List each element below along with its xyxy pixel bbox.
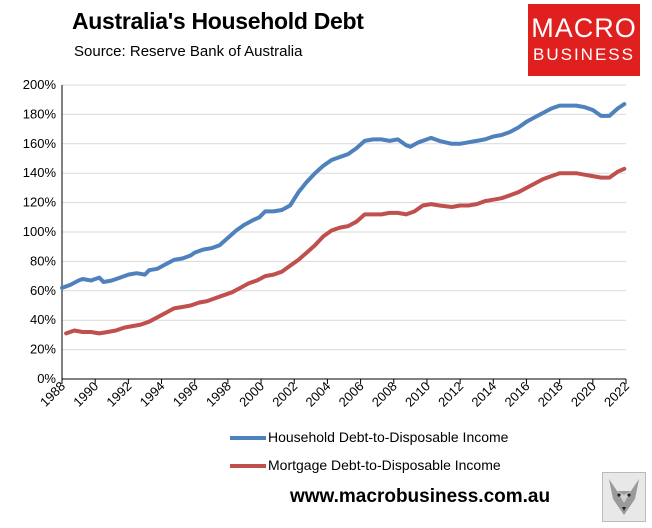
logo-line-2: BUSINESS bbox=[533, 45, 635, 64]
y-tick-label: 200% bbox=[23, 77, 57, 92]
logo-line-1: MACRO bbox=[531, 13, 637, 43]
x-tick-label: 2008 bbox=[369, 379, 400, 410]
x-tick-label: 1990 bbox=[70, 379, 101, 410]
x-tick-label: 2022 bbox=[601, 379, 632, 410]
y-tick-label: 160% bbox=[23, 136, 57, 151]
y-tick-label: 120% bbox=[23, 195, 57, 210]
axes bbox=[61, 85, 627, 384]
y-tick-label: 20% bbox=[30, 342, 56, 357]
fox-mascot-icon bbox=[602, 472, 646, 522]
footer-url: www.macrobusiness.com.au bbox=[290, 486, 551, 507]
y-tick-label: 80% bbox=[30, 253, 56, 268]
x-tick-label: 2014 bbox=[468, 379, 499, 410]
y-tick-label: 100% bbox=[23, 224, 57, 239]
y-tick-label: 40% bbox=[30, 312, 56, 327]
chart-source: Source: Reserve Bank of Australia bbox=[74, 43, 303, 60]
series-line-mortgage bbox=[64, 166, 627, 336]
x-tick-label: 1996 bbox=[170, 379, 201, 410]
legend-swatch-household bbox=[230, 436, 266, 440]
gridlines bbox=[62, 84, 626, 351]
y-tick-label: 0% bbox=[37, 371, 56, 386]
x-tick-label: 1992 bbox=[103, 379, 134, 410]
y-tick-label: 140% bbox=[23, 165, 57, 180]
legend-swatch-mortgage bbox=[230, 464, 266, 468]
series-lines bbox=[60, 102, 627, 336]
legend-label-household: Household Debt-to-Disposable Income bbox=[268, 429, 509, 445]
x-tick-label: 2016 bbox=[502, 379, 533, 410]
y-tick-label: 180% bbox=[23, 106, 57, 121]
x-tick-label: 1994 bbox=[137, 379, 168, 410]
y-axis-tick-labels: 0% 20% 40% 60% 80% 100% 120% 140% 160% 180% 200% bbox=[23, 77, 57, 386]
x-tick-label: 2010 bbox=[402, 379, 433, 410]
x-tick-label: 1998 bbox=[203, 379, 234, 410]
x-tick-label: 2006 bbox=[336, 379, 367, 410]
y-tick-label: 60% bbox=[30, 283, 56, 298]
x-tick-label: 2002 bbox=[269, 379, 300, 410]
x-tick-label: 2012 bbox=[435, 379, 466, 410]
x-tick-label: 2018 bbox=[535, 379, 566, 410]
x-tick-label: 2000 bbox=[236, 379, 267, 410]
x-tick-label: 2020 bbox=[568, 379, 599, 410]
legend-label-mortgage: Mortgage Debt-to-Disposable Income bbox=[268, 457, 501, 473]
x-tick-label: 2004 bbox=[302, 379, 333, 410]
series-line-household bbox=[60, 102, 627, 290]
x-axis-tick-labels: 1988 1990 1992 1994 1996 1998 2000 2002 2004 2006… bbox=[37, 379, 632, 410]
macrobusiness-logo: MACRO BUSINESS bbox=[528, 4, 640, 76]
chart-title: Australia's Household Debt bbox=[72, 8, 364, 34]
